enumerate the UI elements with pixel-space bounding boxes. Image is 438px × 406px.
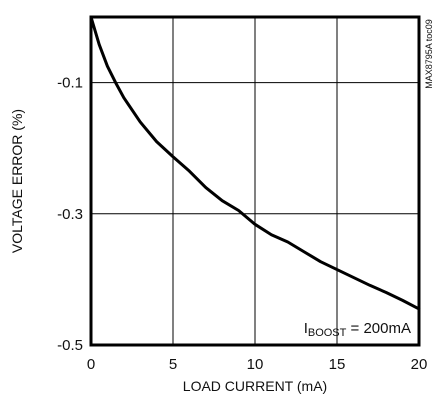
grid-lines xyxy=(91,17,419,345)
x-tick-label: 0 xyxy=(87,356,95,373)
figure-id-label: MAX8795A toc09 xyxy=(424,19,434,89)
y-tick-labels: -0.1 -0.3 -0.5 xyxy=(57,75,83,354)
y-tick-label: -0.5 xyxy=(57,337,83,354)
x-tick-label: 10 xyxy=(247,356,264,373)
x-tick-labels: 0 5 10 15 20 xyxy=(87,356,428,373)
boost-current-annotation: IBOOST = 200mA xyxy=(304,320,411,339)
x-axis-label: LOAD CURRENT (mA) xyxy=(183,378,327,394)
x-tick-label: 15 xyxy=(329,356,346,373)
plot-frame xyxy=(89,15,421,347)
y-tick-label: -0.3 xyxy=(57,206,83,223)
annotation-subscript: BOOST xyxy=(308,327,347,339)
y-tick-label: -0.1 xyxy=(57,75,83,92)
annotation-suffix: = 200mA xyxy=(346,320,411,337)
series-line xyxy=(89,15,421,311)
x-tick-label: 20 xyxy=(411,356,428,373)
y-axis-label: VOLTAGE ERROR (%) xyxy=(9,109,25,253)
annotation-prefix: I xyxy=(304,320,308,337)
x-tick-label: 5 xyxy=(169,356,177,373)
